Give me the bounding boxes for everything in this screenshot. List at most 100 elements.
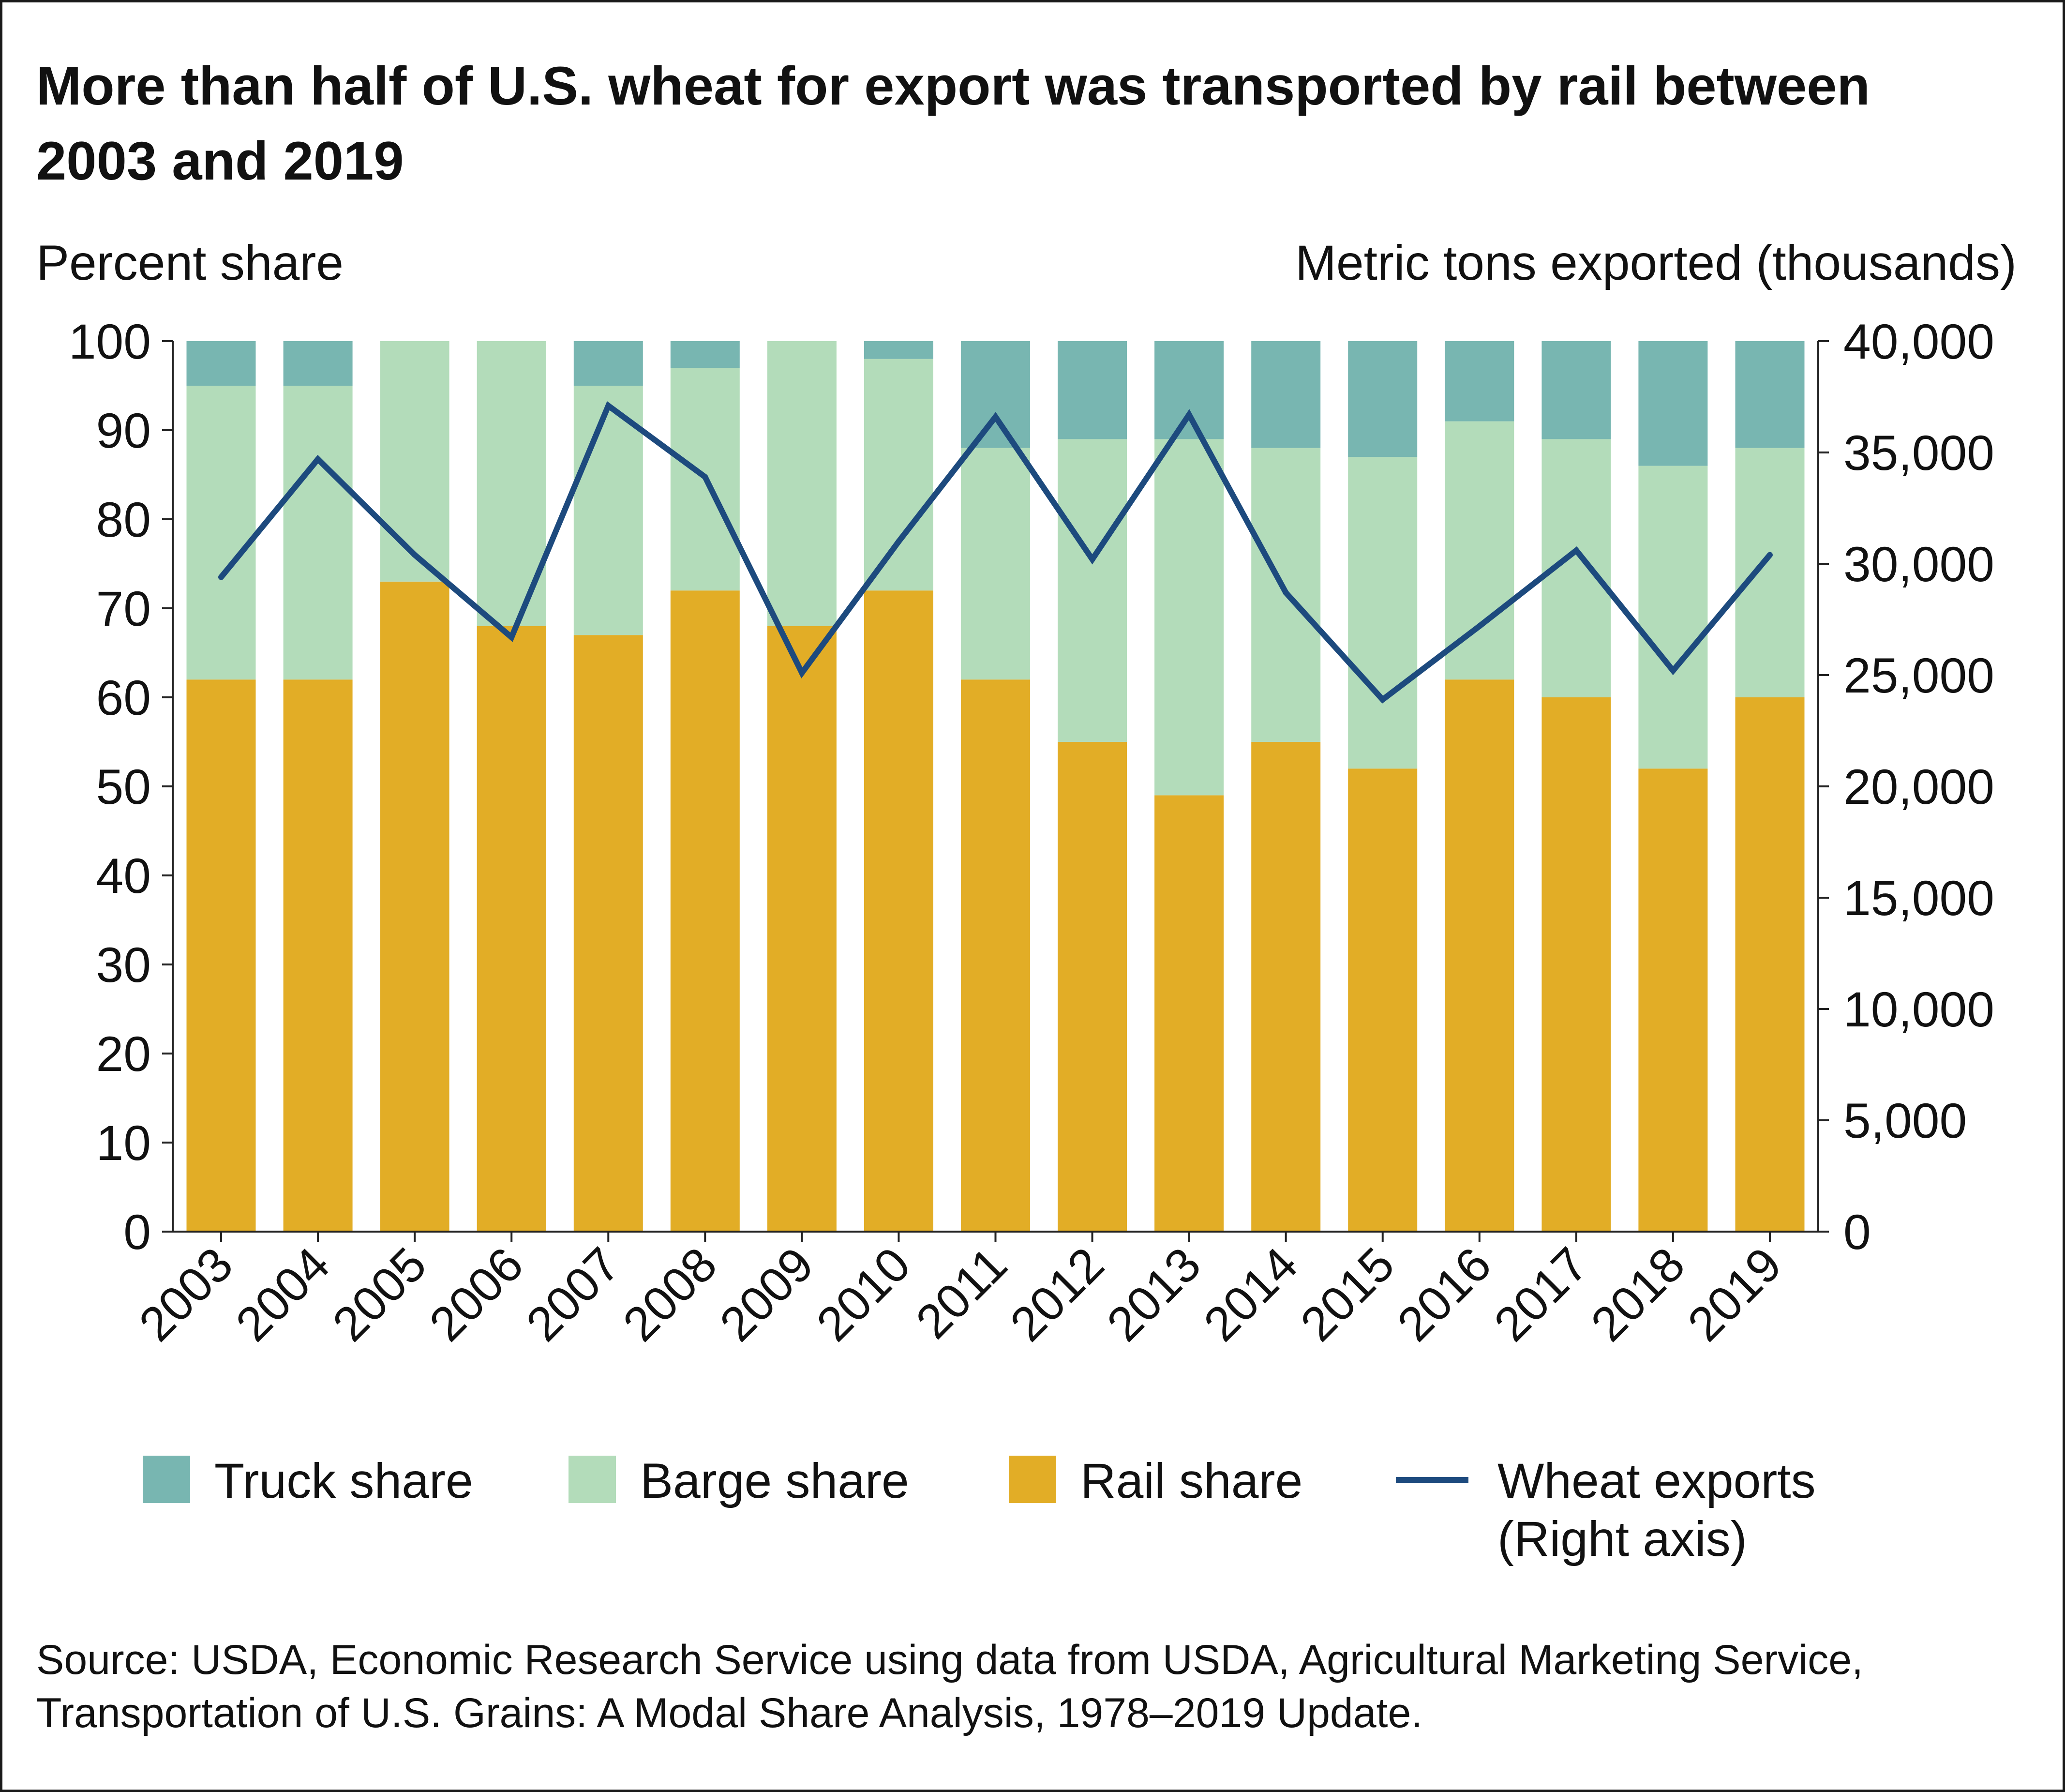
bar-truck-2004 (283, 341, 353, 386)
y-tick-left-label-0: 0 (123, 1205, 151, 1260)
y-tick-left-label-40: 40 (96, 848, 151, 904)
y-tick-right-label-0: 0 (1843, 1205, 1871, 1260)
bar-barge-2015 (1348, 457, 1418, 769)
bar-truck-2013 (1154, 341, 1224, 439)
bar-rail-2004 (283, 679, 353, 1232)
bar-rail-2015 (1348, 768, 1418, 1232)
bar-truck-2016 (1445, 341, 1514, 422)
bar-truck-2017 (1541, 341, 1611, 439)
bar-barge-2018 (1638, 466, 1708, 769)
x-tick-label-2015: 2015 (1290, 1237, 1405, 1352)
bar-truck-2019 (1735, 341, 1805, 448)
legend-label-barge: Barge share (640, 1453, 909, 1508)
point-wheat-exports-2009 (799, 670, 805, 676)
x-tick-label-2013: 2013 (1097, 1237, 1212, 1352)
bar-barge-2007 (573, 386, 643, 635)
x-tick-label-2010: 2010 (806, 1237, 921, 1352)
point-wheat-exports-2007 (605, 403, 612, 409)
bar-barge-2019 (1735, 448, 1805, 697)
bar-barge-2012 (1058, 439, 1127, 742)
y-tick-left-label-20: 20 (96, 1026, 151, 1082)
y-tick-left-label-30: 30 (96, 937, 151, 993)
legend-label-truck: Truck share (214, 1453, 473, 1508)
legend-label-wheat-exports: Wheat exports (Right axis) (1497, 1453, 1816, 1566)
point-wheat-exports-2017 (1573, 547, 1579, 554)
bar-truck-2015 (1348, 341, 1418, 457)
bar-rail-2012 (1058, 742, 1127, 1232)
bar-rail-2018 (1638, 768, 1708, 1232)
bar-truck-2018 (1638, 341, 1708, 466)
point-wheat-exports-2010 (896, 539, 902, 544)
y-tick-right-label-40,000: 40,000 (1843, 314, 1994, 369)
bar-barge-2009 (767, 341, 837, 626)
point-wheat-exports-2014 (1283, 589, 1289, 596)
legend-item-truck: Truck share (143, 1452, 473, 1510)
point-wheat-exports-2016 (1476, 623, 1482, 629)
bar-rail-2016 (1445, 679, 1514, 1232)
x-tick-label-2004: 2004 (225, 1237, 340, 1352)
legend-item-barge: Barge share (569, 1452, 909, 1510)
x-tick-label-2018: 2018 (1581, 1237, 1695, 1352)
y-tick-right-label-30,000: 30,000 (1843, 537, 1994, 592)
point-wheat-exports-2011 (992, 414, 999, 420)
legend-label-rail: Rail share (1080, 1453, 1303, 1508)
y-tick-right-label-15,000: 15,000 (1843, 871, 1994, 926)
bar-barge-2004 (283, 386, 353, 680)
x-tick-label-2006: 2006 (419, 1237, 534, 1352)
x-tick-label-2007: 2007 (516, 1237, 630, 1352)
bar-barge-2016 (1445, 421, 1514, 680)
bar-rail-2009 (767, 626, 837, 1232)
x-tick-label-2012: 2012 (1000, 1237, 1115, 1352)
legend-line-wheat-exports (1396, 1477, 1468, 1483)
bar-barge-2005 (380, 341, 449, 582)
y-tick-right-label-5,000: 5,000 (1843, 1093, 1967, 1148)
bar-rail-2014 (1251, 742, 1321, 1232)
bar-rail-2005 (380, 581, 449, 1232)
point-wheat-exports-2008 (702, 474, 708, 480)
y-tick-right-label-10,000: 10,000 (1843, 982, 1994, 1037)
bar-truck-2003 (186, 341, 256, 386)
bar-truck-2008 (670, 341, 740, 368)
x-tick-label-2011: 2011 (906, 1237, 1018, 1349)
bar-truck-2010 (864, 341, 933, 359)
legend-swatch-barge (569, 1456, 616, 1503)
legend-item-rail: Rail share (1009, 1452, 1302, 1510)
y-tick-right-label-20,000: 20,000 (1843, 759, 1994, 814)
bar-truck-2011 (961, 341, 1030, 448)
bar-rail-2006 (477, 626, 546, 1232)
x-tick-label-2017: 2017 (1484, 1237, 1599, 1352)
bar-truck-2007 (573, 341, 643, 386)
bar-barge-2013 (1154, 439, 1224, 796)
point-wheat-exports-2003 (218, 574, 224, 580)
legend-swatch-rail (1009, 1456, 1056, 1503)
bar-rail-2017 (1541, 697, 1611, 1232)
y-tick-right-label-35,000: 35,000 (1843, 425, 1994, 481)
bar-barge-2003 (186, 386, 256, 680)
y-tick-left-label-10: 10 (96, 1115, 151, 1171)
point-wheat-exports-2005 (412, 552, 418, 558)
y-tick-left-label-70: 70 (96, 581, 151, 636)
y-axis-left-title: Percent share (36, 235, 344, 290)
bar-rail-2013 (1154, 795, 1224, 1232)
y-tick-right-label-25,000: 25,000 (1843, 648, 1994, 703)
x-tick-label-2019: 2019 (1677, 1237, 1792, 1352)
y-axis-right-title: Metric tons exported (thousands) (1295, 235, 2017, 290)
chart-legend: Truck share Barge share Rail share Wheat… (143, 1452, 1981, 1587)
y-tick-left-label-80: 80 (96, 492, 151, 547)
y-tick-left-label-90: 90 (96, 403, 151, 458)
x-tick-label-2016: 2016 (1387, 1237, 1502, 1352)
point-wheat-exports-2013 (1186, 411, 1192, 418)
legend-swatch-truck (143, 1456, 190, 1503)
y-tick-left-label-60: 60 (96, 670, 151, 725)
bar-truck-2012 (1058, 341, 1127, 439)
point-wheat-exports-2004 (315, 456, 321, 462)
bar-barge-2011 (961, 448, 1030, 680)
point-wheat-exports-2006 (509, 634, 515, 640)
legend-item-wheat-exports: Wheat exports (Right axis) (1396, 1452, 1816, 1568)
bar-truck-2014 (1251, 341, 1321, 448)
bar-rail-2007 (573, 635, 643, 1232)
chart-title: More than half of U.S. wheat for export … (36, 56, 1870, 191)
point-wheat-exports-2018 (1670, 667, 1676, 674)
